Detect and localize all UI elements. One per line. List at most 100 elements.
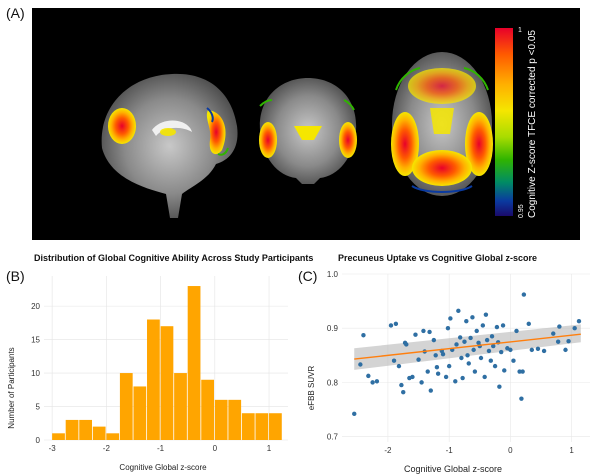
brain-images-panel: 1 0.95 Cognitive Z-score TFCE corrected … — [32, 8, 580, 240]
scatter-point — [508, 347, 513, 353]
scatter-point — [521, 292, 527, 297]
histogram-x-tick-label: -2 — [103, 444, 111, 453]
histogram-bar — [79, 419, 92, 440]
scatter-point — [460, 375, 465, 381]
scatter-point — [361, 333, 366, 338]
scatter-point — [393, 321, 399, 327]
histogram-bar — [187, 286, 201, 440]
histogram-bar — [52, 433, 65, 440]
scatter-point — [401, 389, 406, 395]
histogram-title: Distribution of Global Cognitive Ability… — [34, 253, 314, 263]
scatter-y-tick-label: 0.7 — [327, 433, 339, 442]
scatter-point — [462, 339, 467, 344]
scatter-point — [563, 347, 568, 353]
scatter-point — [576, 318, 582, 324]
scatter-title: Precuneus Uptake vs Cognitive Global z-s… — [338, 253, 538, 263]
scatter-point — [370, 380, 375, 385]
scatter-point — [472, 369, 478, 374]
scatter-point — [486, 348, 492, 354]
histogram-x-tick-label: -3 — [49, 444, 57, 453]
scatter-point — [454, 342, 459, 347]
scatter-x-tick-label: 1 — [569, 446, 574, 455]
scatter-point — [557, 324, 562, 329]
panel-a-label: (A) — [6, 5, 25, 21]
panel-c-label: (C) — [298, 268, 318, 284]
histogram-y-tick-label: 0 — [36, 436, 41, 445]
scatter-point — [445, 325, 451, 331]
histogram-bar — [228, 399, 242, 440]
scatter-point — [366, 373, 371, 379]
scatter-point — [428, 388, 433, 393]
scatter-point — [474, 328, 479, 334]
histogram-x-tick-label: -1 — [157, 444, 165, 453]
scatter-point — [410, 374, 415, 380]
scatter-point — [514, 328, 519, 334]
histogram-y-tick-label: 10 — [31, 369, 40, 378]
scatter-point — [483, 312, 489, 317]
histogram-y-tick-label: 15 — [31, 336, 40, 345]
scatter-point — [494, 324, 500, 330]
scatter-point — [500, 323, 506, 328]
scatter-point — [413, 332, 418, 337]
scatter-point — [459, 355, 464, 361]
scatter-point — [404, 342, 409, 347]
histogram-y-tick-label: 20 — [31, 302, 40, 311]
regression-line — [354, 333, 581, 360]
scatter-x-tick-label: 0 — [508, 446, 513, 455]
histogram-x-axis-label: Cognitive Global z-score — [119, 463, 207, 472]
histogram-bar — [174, 373, 187, 440]
scatter-point — [470, 315, 475, 320]
colorbar-label: Cognitive Z-score TFCE corrected p <0.05 — [527, 30, 538, 218]
scatter-point — [468, 335, 473, 341]
histogram-bar — [133, 386, 147, 440]
histogram-y-axis-label: Number of Participants — [7, 347, 16, 428]
histogram-bar — [147, 319, 160, 440]
scatter-point — [419, 380, 424, 385]
histogram-bar — [214, 399, 228, 440]
scatter-point — [446, 363, 452, 369]
scatter-point — [352, 411, 357, 417]
scatter-y-tick-label: 0.9 — [327, 324, 339, 333]
scatter-point — [478, 355, 484, 361]
scatter-point — [374, 379, 380, 384]
scatter-point — [435, 371, 441, 376]
scatter-y-tick-label: 0.8 — [327, 378, 339, 387]
histogram-x-tick-label: 0 — [213, 444, 218, 453]
scatter-point — [399, 382, 404, 388]
scatter-point — [391, 358, 397, 363]
scatter-point — [416, 357, 421, 362]
scatter-point — [453, 379, 458, 384]
scatter-point — [484, 337, 490, 343]
scatter-point — [535, 346, 541, 351]
scatter-point — [448, 316, 453, 321]
scatter-point — [433, 353, 438, 358]
scatter-point — [520, 369, 525, 374]
scatter-x-axis-label: Cognitive Global z-score — [404, 464, 502, 474]
scatter-point — [529, 347, 535, 353]
scatter-point — [566, 339, 571, 344]
histogram-chart: -3 -2 -1 0 1 0 5 10 15 20 Cognitive Global z-sco… — [7, 276, 288, 472]
scatter-point — [519, 396, 524, 401]
histogram-bar — [201, 379, 214, 440]
scatter-x-tick-label: -2 — [384, 446, 392, 455]
scatter-point — [488, 358, 493, 363]
scatter-point — [464, 318, 469, 324]
colorbar-min-tick: 0.95 — [518, 204, 525, 218]
coronal-slice — [259, 78, 357, 184]
scatter-point — [471, 347, 476, 353]
scatter-point — [526, 321, 531, 327]
scatter-point — [456, 308, 461, 314]
scatter-point — [443, 374, 449, 380]
scatter-y-axis-label: eFBB SUVR — [307, 366, 316, 411]
scatter-point — [482, 374, 487, 380]
scatter-point — [431, 337, 437, 343]
histogram-bar — [65, 419, 79, 440]
histogram-y-tick-label: 5 — [36, 403, 41, 412]
scatter-point — [358, 362, 363, 367]
axial-slice — [391, 52, 493, 196]
scatter-point — [434, 365, 440, 370]
scatter-chart: -2 -1 0 1 0.7 0.8 0.9 1.0 Cognitive Global z-s… — [307, 270, 590, 474]
scatter-point — [396, 363, 402, 369]
histogram-x-tick-label: 1 — [267, 444, 272, 453]
scatter-point — [551, 331, 556, 336]
